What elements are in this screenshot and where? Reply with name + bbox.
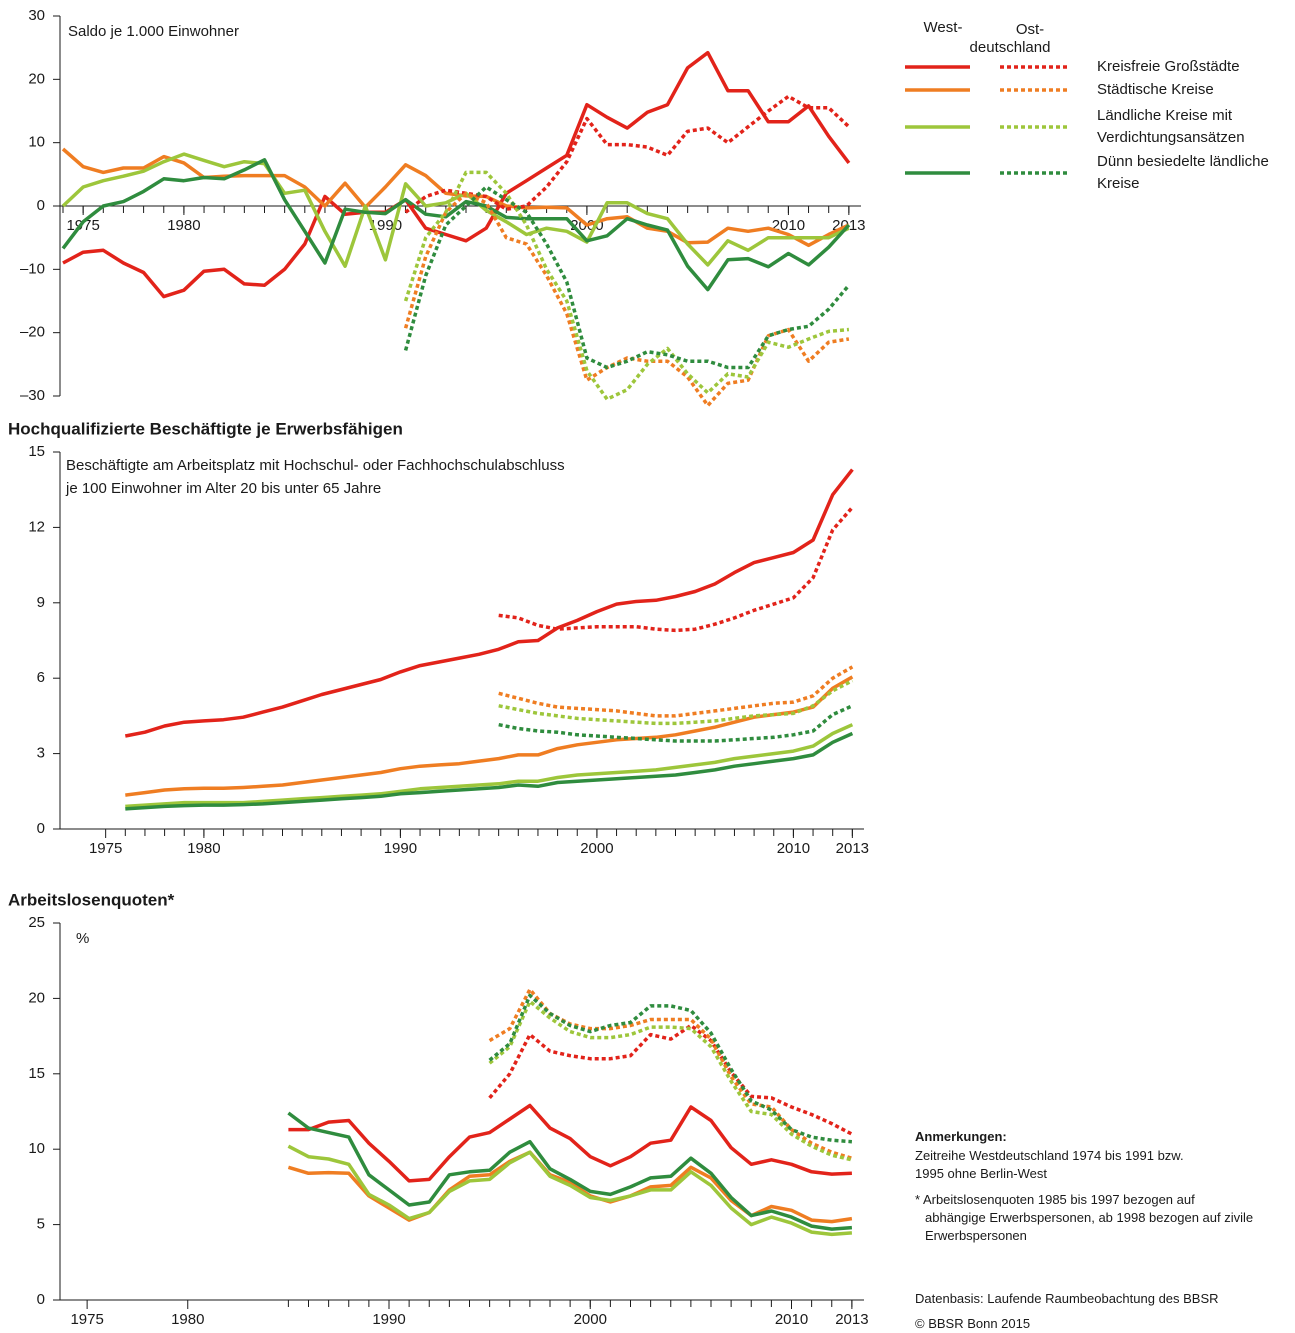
series-line bbox=[125, 723, 854, 809]
series-line bbox=[288, 1103, 852, 1183]
legend-label: Ländliche Kreise mit Verdichtungsansätze… bbox=[1097, 107, 1245, 146]
x-tick-label: 1990 bbox=[384, 840, 417, 857]
series-line bbox=[61, 158, 851, 292]
x-tick-label: 1975 bbox=[70, 1311, 103, 1328]
x-tick-label: 1990 bbox=[372, 1311, 405, 1328]
y-tick-label: 10 bbox=[28, 1140, 45, 1157]
series-line bbox=[498, 679, 854, 726]
y-tick-label: 10 bbox=[28, 134, 45, 151]
copyright: © BBSR Bonn 2015 bbox=[915, 1316, 1031, 1331]
y-tick-label: 12 bbox=[28, 518, 45, 535]
series-line bbox=[403, 185, 851, 370]
series-line bbox=[488, 999, 853, 1162]
panel-title: Hochqualifizierte Beschäftigte je Erwerb… bbox=[8, 419, 403, 438]
series-line bbox=[62, 50, 851, 299]
x-tick-label: 2010 bbox=[777, 840, 810, 857]
x-tick-label: 1975 bbox=[89, 840, 122, 857]
y-tick-label: –30 bbox=[20, 387, 45, 404]
y-tick-label: 3 bbox=[37, 745, 45, 762]
series-line bbox=[403, 191, 850, 408]
y-tick-label: –10 bbox=[20, 260, 45, 277]
legend-header: Ost- bbox=[1016, 21, 1044, 38]
series-line bbox=[498, 506, 854, 633]
x-tick-label: 1975 bbox=[66, 217, 99, 234]
x-tick-label: 2000 bbox=[580, 840, 613, 857]
series-line bbox=[124, 468, 854, 738]
notes-title: Anmerkungen: bbox=[915, 1129, 1007, 1144]
series-line bbox=[498, 704, 854, 743]
y-tick-label: 9 bbox=[37, 594, 45, 611]
legend-label: Städtische Kreise bbox=[1097, 81, 1214, 98]
source: Datenbasis: Laufende Raumbeobachtung des… bbox=[915, 1291, 1219, 1306]
y-tick-label: 0 bbox=[37, 1291, 45, 1308]
legend-label: Kreisfreie Großstädte bbox=[1097, 58, 1240, 75]
y-tick-label: 15 bbox=[28, 1065, 45, 1082]
subtitle: % bbox=[76, 930, 89, 947]
series-line bbox=[403, 170, 850, 401]
y-tick-label: 25 bbox=[28, 914, 45, 931]
x-tick-label: 1980 bbox=[171, 1311, 204, 1328]
y-tick-label: 20 bbox=[28, 70, 45, 87]
x-tick-label: 1980 bbox=[187, 840, 220, 857]
series-line bbox=[125, 675, 854, 797]
x-tick-label: 1980 bbox=[167, 217, 200, 234]
note-line: Zeitreihe Westdeutschland 1974 bis 1991 … bbox=[915, 1148, 1184, 1181]
y-tick-label: 6 bbox=[37, 669, 45, 686]
series-line bbox=[488, 1023, 853, 1136]
series-line bbox=[498, 665, 854, 718]
series-line bbox=[488, 993, 853, 1144]
y-tick-label: –20 bbox=[20, 324, 45, 341]
x-tick-label: 2013 bbox=[835, 1311, 868, 1328]
panel-title: Arbeitslosenquoten* bbox=[8, 890, 175, 909]
y-tick-label: 30 bbox=[28, 7, 45, 24]
series-line bbox=[287, 1111, 853, 1231]
x-tick-label: 2010 bbox=[772, 217, 805, 234]
y-tick-label: 0 bbox=[37, 820, 45, 837]
legend-header: deutschland bbox=[970, 39, 1051, 56]
x-tick-label: 2000 bbox=[574, 1311, 607, 1328]
series-line bbox=[125, 731, 854, 811]
x-tick-label: 2013 bbox=[836, 840, 869, 857]
y-tick-label: 15 bbox=[28, 443, 45, 460]
legend-header: West- bbox=[924, 19, 963, 36]
y-tick-label: 0 bbox=[37, 197, 45, 214]
note-line: * Arbeitslosenquoten 1985 bis 1997 bezog… bbox=[915, 1192, 1254, 1243]
y-tick-label: 20 bbox=[28, 989, 45, 1006]
subtitle: Beschäftigte am Arbeitsplatz mit Hochsch… bbox=[66, 457, 565, 474]
legend-label: Dünn besiedelte ländliche Kreise bbox=[1097, 153, 1269, 192]
series-line bbox=[287, 1144, 853, 1237]
y-tick-label: 5 bbox=[37, 1216, 45, 1233]
subtitle: je 100 Einwohner im Alter 20 bis unter 6… bbox=[65, 480, 381, 497]
series-line bbox=[61, 152, 850, 268]
x-tick-label: 2010 bbox=[775, 1311, 808, 1328]
subtitle: Saldo je 1.000 Einwohner bbox=[68, 23, 239, 40]
